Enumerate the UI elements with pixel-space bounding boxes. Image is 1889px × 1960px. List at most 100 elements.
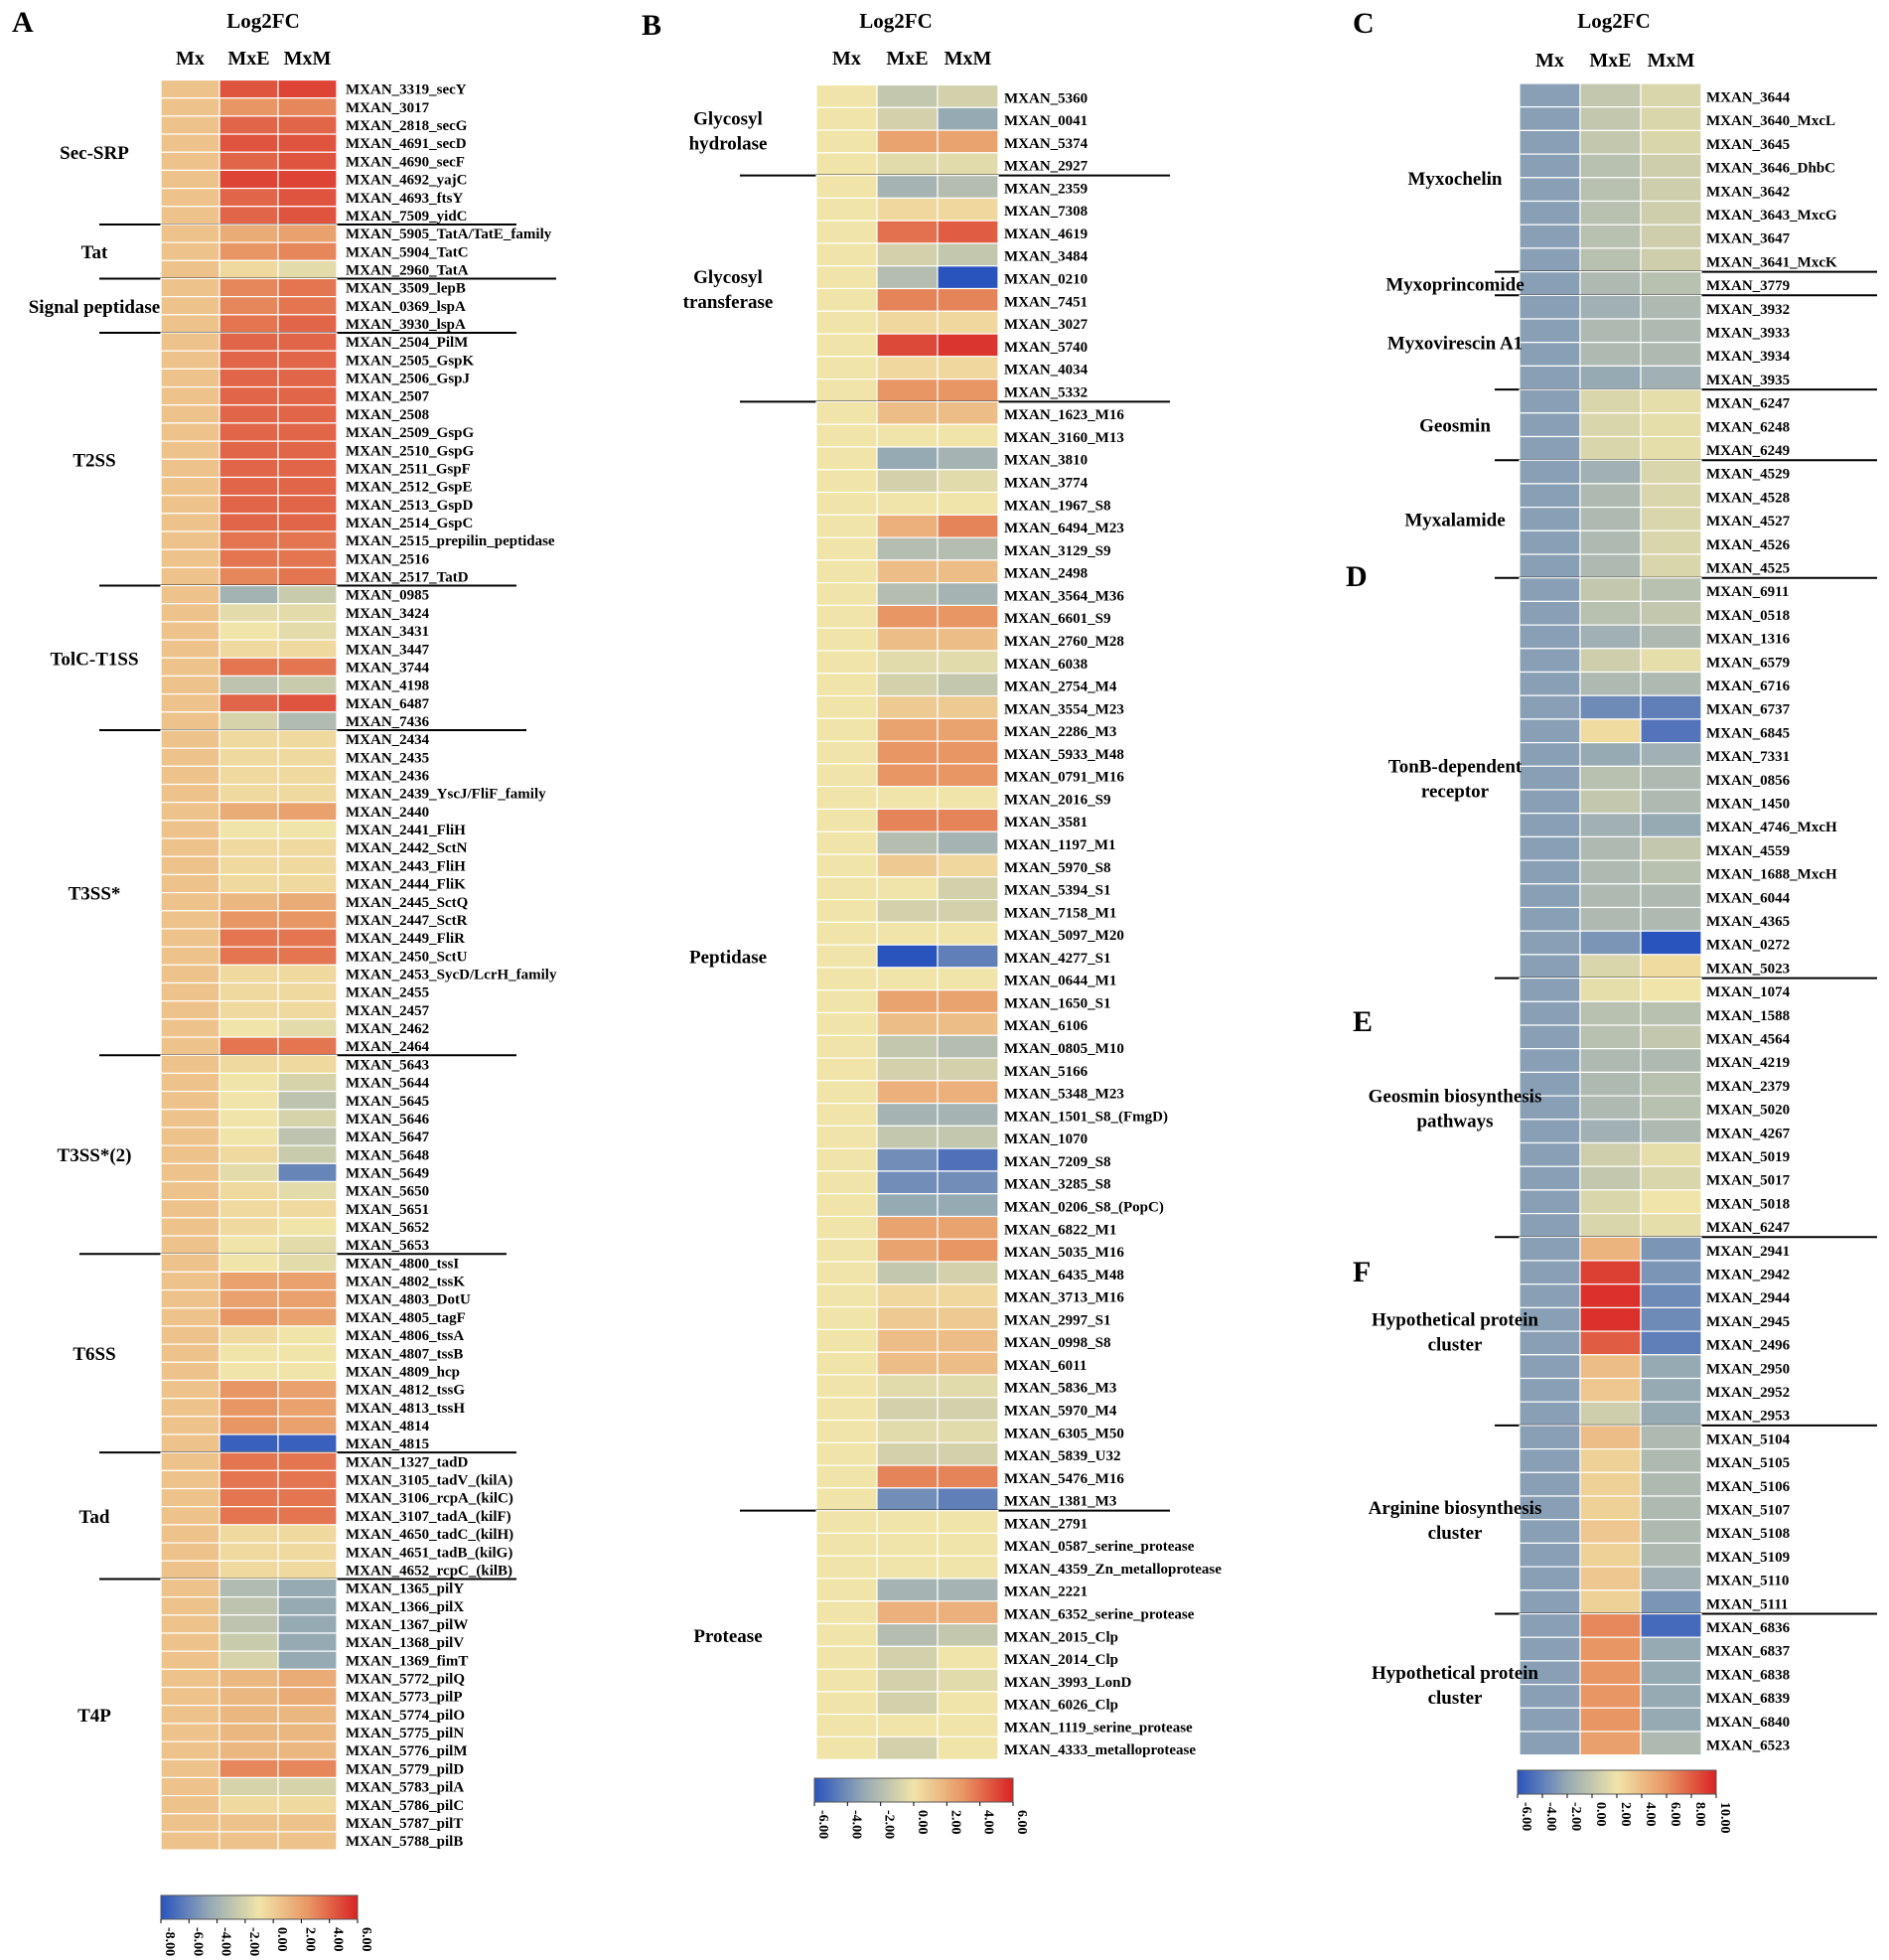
row-label: MXAN_6248 [1706, 419, 1790, 435]
group-label: TonB-dependent [1388, 757, 1523, 778]
heatmap-cell [277, 241, 338, 261]
row-label: MXAN_7331 [1706, 749, 1790, 765]
heatmap-cell [815, 1125, 878, 1149]
colorbar-tick-label: -8.00 [162, 1927, 177, 1956]
row-label: MXAN_2498 [1004, 566, 1088, 582]
heatmap-cell [160, 1199, 220, 1219]
row-label: MXAN_2457 [346, 1003, 430, 1019]
heatmap-cell [937, 1170, 999, 1195]
row-label: MXAN_2505_GspK [346, 353, 475, 369]
heatmap-cell [218, 693, 279, 713]
heatmap-cell [1579, 671, 1642, 696]
colorbar-tick-label: 4.00 [331, 1927, 346, 1952]
colorbar-tick-label: 4.00 [981, 1810, 996, 1835]
heatmap-cell [876, 1555, 939, 1580]
heatmap-cell [1640, 271, 1702, 296]
row-label: MXAN_2511_GspF [346, 461, 471, 477]
heatmap-cell [1640, 1330, 1702, 1356]
heatmap-cell [160, 729, 220, 749]
panel-label-a: A [12, 6, 34, 39]
row-label: MXAN_4815 [346, 1436, 429, 1452]
colorbar-tick-label: 0.00 [915, 1810, 930, 1835]
heatmap-cell [277, 873, 338, 894]
heatmap-cell [937, 446, 999, 471]
group-label: pathways [1416, 1111, 1493, 1131]
heatmap-cell [815, 604, 878, 629]
heatmap-cell [218, 928, 279, 948]
row-label: MXAN_1119_serine_protease [1004, 1720, 1193, 1735]
row-label: MXAN_2447_SctR [346, 913, 468, 929]
heatmap-cell [218, 1253, 279, 1273]
heatmap-cell [1579, 718, 1642, 744]
heatmap-cell [876, 83, 939, 108]
heatmap-cell [876, 921, 939, 946]
row-label: MXAN_3285_S8 [1004, 1177, 1111, 1193]
row-label: MXAN_5023 [1706, 961, 1790, 977]
heatmap-cell [815, 1464, 878, 1489]
heatmap-cell [1640, 1495, 1702, 1521]
heatmap-cell [218, 1813, 279, 1833]
row-label: MXAN_5644 [346, 1076, 430, 1092]
group-label: cluster [1428, 1688, 1483, 1709]
heatmap-cell [1579, 1189, 1642, 1215]
column-label-mxe: MxE [227, 48, 269, 70]
heatmap-cell [160, 802, 220, 822]
group-label: T6SS [73, 1344, 115, 1365]
heatmap-cell [876, 898, 939, 923]
heatmap-cell [876, 1668, 939, 1693]
heatmap-cell [876, 1487, 939, 1512]
row-label: MXAN_5650 [346, 1184, 429, 1200]
heatmap-cell [218, 1596, 279, 1616]
heatmap-cell [218, 729, 279, 749]
heatmap-cell [1519, 388, 1581, 414]
heatmap-cell [1640, 671, 1702, 696]
heatmap-cell [160, 530, 220, 550]
heatmap-cell [876, 1622, 939, 1647]
row-label: MXAN_4693_ftsY [346, 191, 463, 207]
row-label: MXAN_4528 [1706, 490, 1790, 506]
heatmap-cell [1579, 271, 1642, 296]
heatmap-cell [1519, 1048, 1581, 1073]
row-label: MXAN_3644 [1706, 89, 1791, 105]
heatmap-cell [937, 1487, 999, 1512]
heatmap-cell [277, 314, 338, 334]
colorbar-tick-label: 0.00 [1593, 1802, 1608, 1827]
row-label: MXAN_2791 [1004, 1516, 1088, 1532]
heatmap-cell [1519, 1189, 1581, 1215]
heatmap-cell [160, 1596, 220, 1616]
heatmap-cell [160, 1271, 220, 1291]
heatmap-panel-2: C D E F Log2FC Mx MxE MxM MXAN_3644 MXAN_3640_Mxc… [1346, 7, 1877, 1834]
heatmap-cell [1519, 1024, 1581, 1050]
heatmap-cell [937, 1080, 999, 1105]
heatmap-cell [277, 964, 338, 984]
heatmap-cell [1579, 1683, 1642, 1709]
heatmap-cell [1579, 129, 1642, 155]
heatmap-cell [1640, 1283, 1702, 1308]
row-label: MXAN_0985 [346, 588, 429, 604]
heatmap-cell [160, 1127, 220, 1146]
heatmap-cell [1640, 1425, 1702, 1450]
heatmap-cell [876, 242, 939, 267]
row-label: MXAN_2513_GspD [346, 498, 474, 514]
row-label: MXAN_6845 [1706, 725, 1790, 741]
heatmap-cell [160, 1632, 220, 1652]
row-label: MXAN_1327_tadD [346, 1454, 468, 1470]
heatmap-cell [1519, 318, 1581, 344]
row-label: MXAN_1197_M1 [1004, 837, 1116, 853]
row-label: MXAN_2450_SctU [346, 949, 468, 965]
heatmap-cell [876, 650, 939, 675]
heatmap-cell [160, 259, 220, 280]
row-label: MXAN_5905_TatA/TatE_family [346, 226, 552, 242]
heatmap-cell [160, 169, 220, 190]
row-label: MXAN_7158_M1 [1004, 905, 1116, 921]
heatmap-cell [160, 1758, 220, 1779]
row-label: MXAN_3646_DhbC [1706, 161, 1835, 177]
group-label: Glycosyl [693, 109, 763, 130]
row-label: MXAN_1967_S8 [1004, 498, 1111, 514]
row-label: MXAN_2462 [346, 1021, 429, 1037]
heatmap-cell [277, 1650, 338, 1670]
heatmap-cell [1579, 1707, 1642, 1733]
heatmap-cell [218, 1379, 279, 1400]
heatmap-cell [277, 97, 338, 117]
heatmap-cell [160, 747, 220, 767]
